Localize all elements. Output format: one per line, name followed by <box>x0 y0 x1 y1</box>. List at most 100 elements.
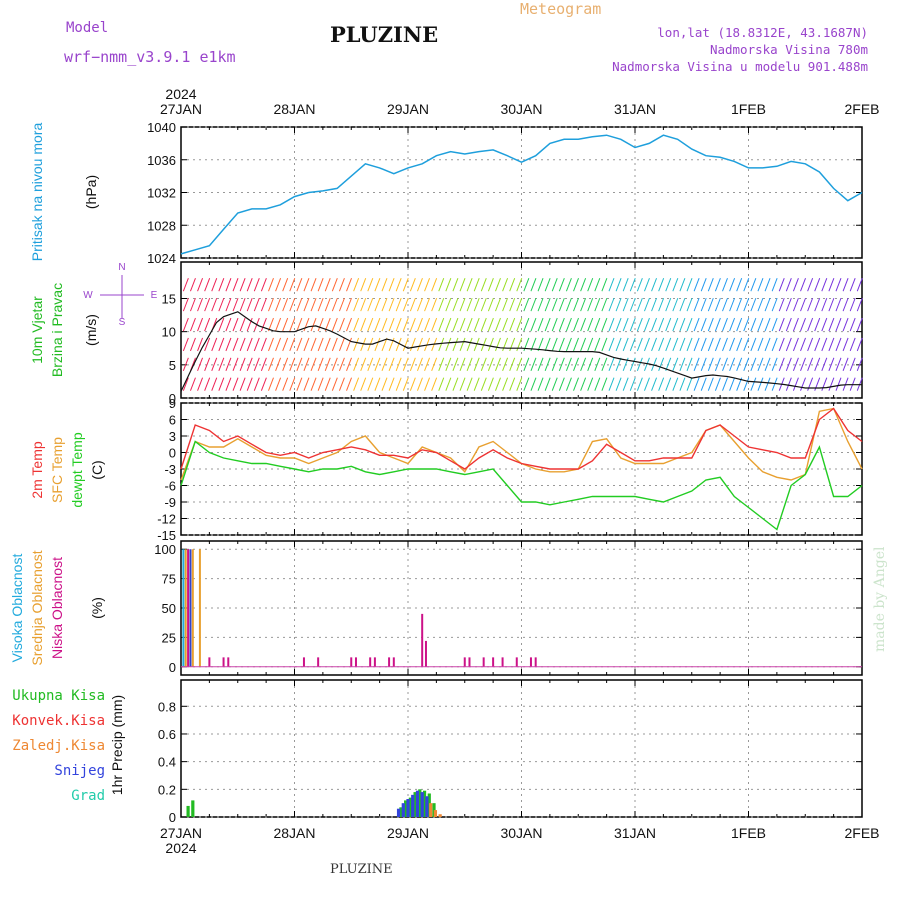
wind-barb <box>651 278 658 292</box>
wind-barb <box>771 278 778 292</box>
wind-barb <box>658 317 665 332</box>
wind-barb <box>565 337 572 352</box>
wind-barb <box>558 278 565 292</box>
wind-barb <box>629 297 636 312</box>
wind-barb <box>310 278 317 292</box>
precip-legend-conv: Konvek.Kisa <box>12 713 105 729</box>
model-elevation-text: Nadmorska Visina u modelu 901.488m <box>612 59 868 74</box>
wind-barb <box>658 297 665 312</box>
wind-barb <box>303 377 310 391</box>
wind-barb <box>424 377 431 391</box>
wind-barb <box>771 357 778 372</box>
cloud-ylabel-high: Visoka Oblacnost <box>9 554 25 663</box>
wind-barb <box>388 297 395 312</box>
wind-barb <box>700 337 707 352</box>
precip-bar-total <box>399 807 403 817</box>
x-tick-label-top: 29JAN <box>387 101 429 117</box>
wind-barb <box>693 297 700 312</box>
station-title: PLUZINE <box>330 22 439 47</box>
wind-barb <box>452 337 459 352</box>
wind-barb <box>487 317 494 332</box>
wind-barb <box>672 317 679 332</box>
wind-compass-w: W <box>83 290 93 301</box>
wind-barb <box>416 377 423 391</box>
precip-ylabel: 1hr Precip (mm) <box>109 695 125 795</box>
wind-barb <box>601 278 608 292</box>
wind-barb <box>275 278 282 292</box>
wind-barb <box>260 317 267 332</box>
wind-barb <box>849 357 856 372</box>
wind-barb <box>260 278 267 292</box>
wind-barb <box>523 377 530 391</box>
precip-bar-snow <box>401 803 405 817</box>
model-value: wrf−nmm_v3.9.1 e1km <box>64 48 236 66</box>
wind-barb <box>310 317 317 332</box>
wind-barb <box>544 317 551 332</box>
wind-barb <box>587 357 594 372</box>
precip-legend-frozen: Zaledj.Kisa <box>12 738 105 754</box>
wind-barb <box>736 337 743 352</box>
wind-barb <box>707 357 714 372</box>
temp-ylabel-2m: 2m Temp <box>29 441 45 499</box>
credit-text: made by Angel <box>872 546 888 653</box>
wind-barb <box>495 377 501 391</box>
wind-barb <box>729 357 736 372</box>
wind-barb <box>764 377 771 391</box>
wind-barb <box>516 278 523 292</box>
wind-barb <box>480 357 487 372</box>
wind-barb <box>502 357 509 372</box>
wind-barb <box>601 317 608 332</box>
wind-barb <box>757 377 764 391</box>
wind-barb <box>856 357 863 372</box>
wind-barb <box>331 278 338 292</box>
wind-barb <box>381 317 388 332</box>
wind-barb <box>303 297 310 312</box>
wind-barb <box>218 297 225 312</box>
wind-barb <box>601 357 608 372</box>
wind-barb <box>303 317 310 332</box>
wind-barb <box>558 297 565 312</box>
wind-barb <box>601 297 608 312</box>
wind-barb <box>679 278 686 292</box>
wind-barb <box>629 337 636 352</box>
wind-barb <box>303 278 310 292</box>
wind-barb <box>480 377 487 391</box>
wind-barb <box>835 297 842 312</box>
wind-barb <box>310 377 317 391</box>
wind-barb <box>204 377 211 391</box>
wind-barb <box>324 297 331 312</box>
wind-barb <box>289 278 296 292</box>
y-tick-label: -15 <box>157 528 176 543</box>
wind-barb <box>665 278 672 292</box>
wind-barb <box>218 317 225 332</box>
wind-barb <box>416 337 423 352</box>
wind-barb <box>402 278 409 292</box>
wind-barb <box>743 297 750 312</box>
wind-barb <box>764 278 771 292</box>
wind-barb <box>573 278 579 292</box>
wind-barb <box>849 337 856 352</box>
y-tick-label: 3 <box>169 429 176 444</box>
wind-barb <box>331 357 338 372</box>
wind-barb <box>253 377 260 391</box>
wind-barb <box>679 297 686 312</box>
wind-barb <box>551 317 558 332</box>
wind-barb <box>842 278 849 292</box>
x-tick-label-bottom: 30JAN <box>500 825 542 841</box>
wind-barb <box>587 377 594 391</box>
wind-barb <box>821 317 828 332</box>
wind-barb <box>629 357 636 372</box>
wind-barb <box>743 357 750 372</box>
wind-barb <box>636 377 643 391</box>
wind-barb <box>438 377 445 391</box>
wind-barb <box>814 377 821 391</box>
wind-barb <box>495 357 501 372</box>
wind-barb <box>785 278 792 292</box>
wind-barb <box>246 377 253 391</box>
wind-barb <box>260 337 267 352</box>
wind-barb <box>296 317 303 332</box>
wind-barb <box>693 357 700 372</box>
wind-barb <box>615 337 622 352</box>
wind-barb <box>317 297 324 312</box>
wind-barb <box>275 357 282 372</box>
